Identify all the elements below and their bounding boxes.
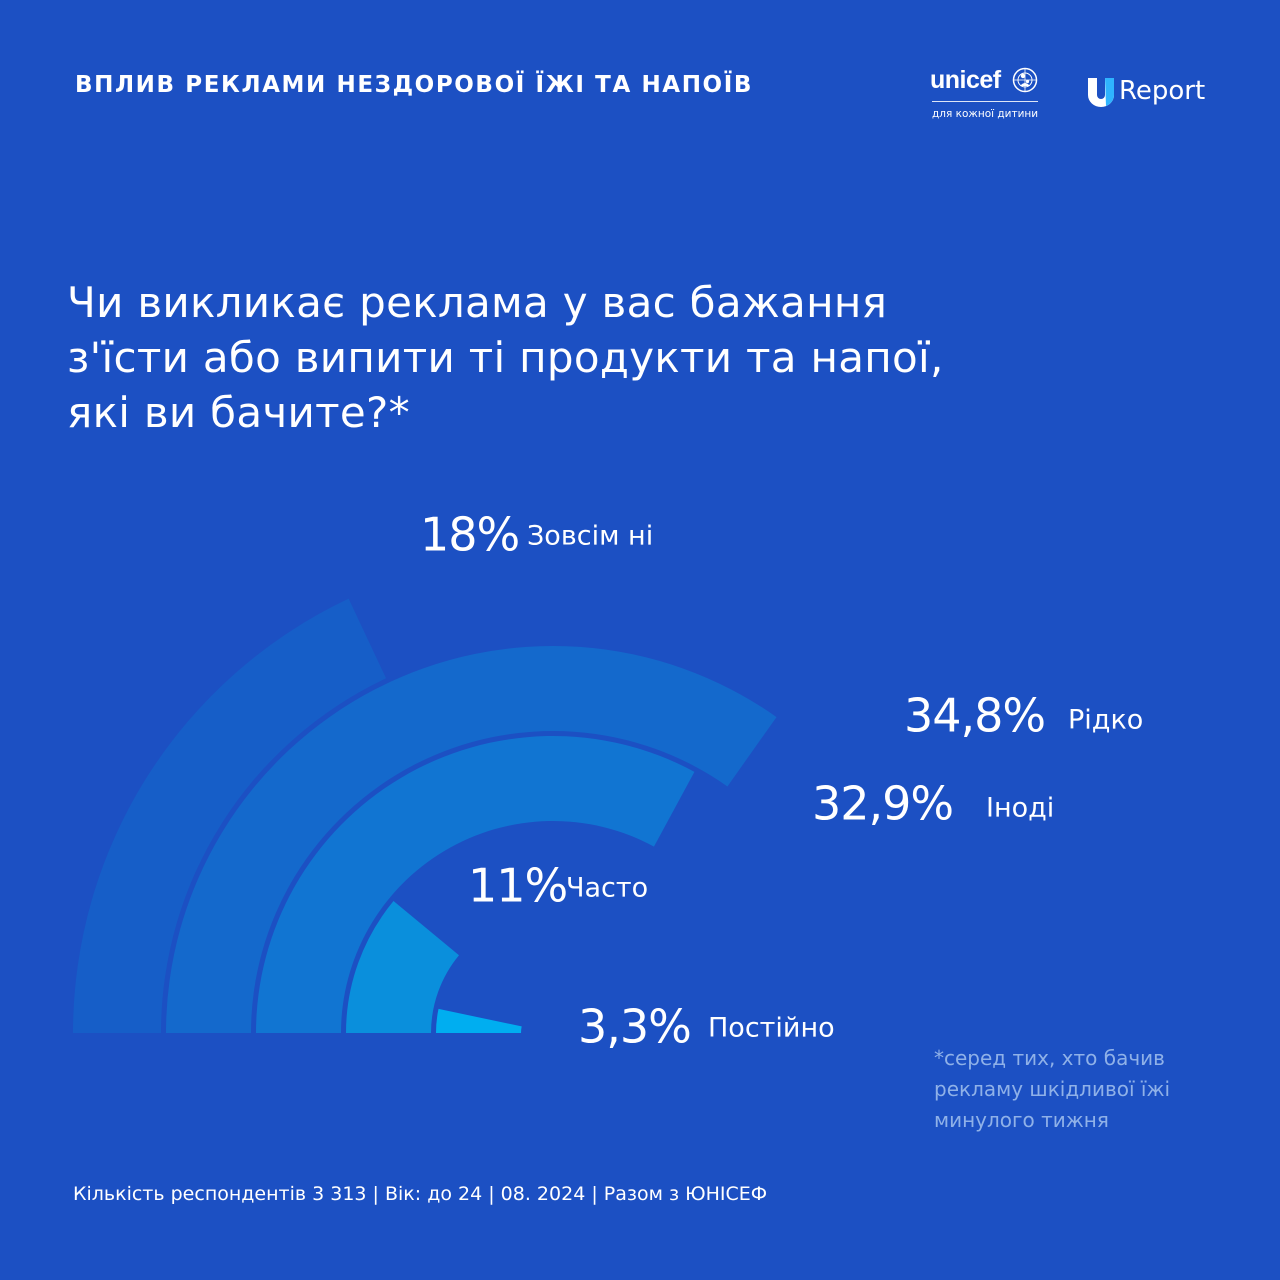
unicef-logo: unicef для кожної дитини xyxy=(930,66,1042,126)
ureport-u-icon xyxy=(1088,78,1114,107)
question-line: Чи викликає реклама у вас бажання xyxy=(67,278,888,327)
data-label-value: 34,8% xyxy=(904,689,1045,743)
arc-bar-4 xyxy=(345,901,459,1033)
question-line: з'їсти або випити ті продукти та напої, xyxy=(67,333,944,382)
arc-bar-1 xyxy=(73,598,387,1033)
footnote-line: рекламу шкідливої їжі xyxy=(934,1077,1171,1101)
data-label-category: Рідко xyxy=(1068,705,1143,736)
arc-bar-5 xyxy=(436,1008,522,1033)
data-label-category: Постійно xyxy=(708,1013,835,1044)
data-label-value: 3,3% xyxy=(578,1000,691,1054)
data-label-category: Часто xyxy=(566,873,648,904)
footnote-line: *серед тих, хто бачив xyxy=(934,1046,1165,1070)
data-label-value: 11% xyxy=(468,859,567,913)
data-label-value: 32,9% xyxy=(812,777,953,831)
question-title: Чи викликає реклама у вас бажання з'їсти… xyxy=(67,275,944,440)
data-label-category: Зовсім ні xyxy=(527,521,653,552)
footnote-line: минулого тижня xyxy=(934,1108,1109,1132)
unicef-wordmark: unicef xyxy=(930,66,1001,94)
footer-info: Кількість респондентів 3 313 | Вік: до 2… xyxy=(73,1183,768,1205)
data-label-value: 18% xyxy=(420,508,519,562)
question-line: які ви бачите?* xyxy=(67,388,410,437)
header-title: ВПЛИВ РЕКЛАМИ НЕЗДОРОВОЇ ЇЖІ ТА НАПОЇВ xyxy=(75,72,753,98)
unicef-tagline: для кожної дитини xyxy=(932,108,1039,120)
unicef-divider xyxy=(932,101,1038,102)
unicef-emblem-icon xyxy=(1012,67,1038,93)
arc-bar-3 xyxy=(256,736,695,1033)
data-label-category: Іноді xyxy=(986,793,1054,824)
footnote: *серед тих, хто бачив рекламу шкідливої … xyxy=(934,1043,1170,1136)
ureport-wordmark: Report xyxy=(1119,76,1206,106)
ureport-logo: Report xyxy=(1086,74,1216,110)
arc-bar-2 xyxy=(166,645,777,1033)
